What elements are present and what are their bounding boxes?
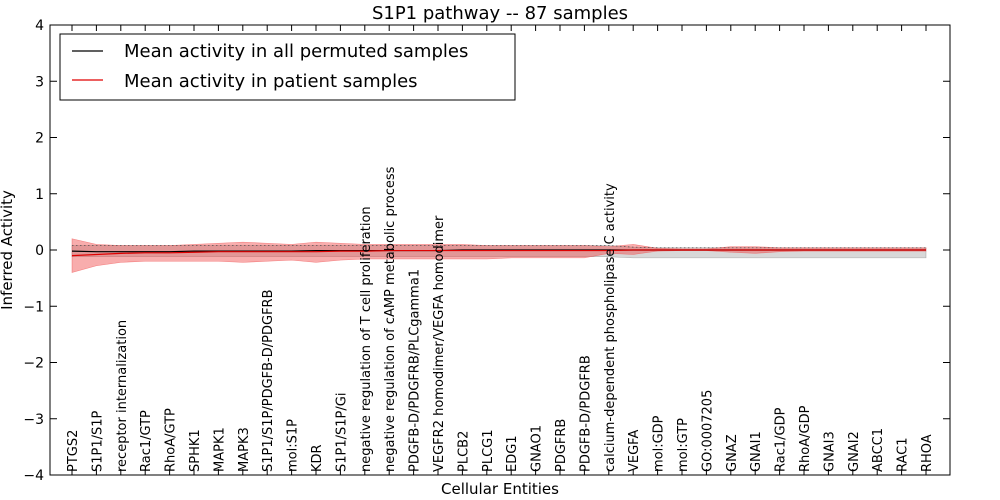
x-tick-label: VEGFA [627,430,642,472]
y-tick-label: −4 [23,468,44,484]
x-tick-label: S1P1/S1P [90,410,105,472]
x-tick-label: negative regulation of cAMP metabolic pr… [383,166,398,472]
x-tick-label: KDR [310,444,325,472]
x-tick-labels: PTGS2 S1P1/S1P receptor internalization Rac… [66,166,935,472]
x-tick-label: GNAO1 [530,425,545,472]
y-tick-label: 0 [35,243,44,259]
y-axis: −4 −3 −2 −1 0 1 2 3 4 [23,18,950,484]
band-patient [71,238,927,273]
y-tick-label: −3 [23,412,44,428]
x-axis [71,25,927,475]
x-tick-label: Rac1/GTP [139,410,154,472]
bands-layer [71,238,927,273]
x-tick-label: PDGFB-D/PDGFRB/PLCgamma1 [408,269,423,472]
legend: Mean activity in all permuted samples Me… [59,33,516,101]
x-tick-label: SPHK1 [188,429,203,472]
legend-box [59,33,516,101]
x-axis-label: Cellular Entities [441,480,559,498]
x-tick-label: GNAI2 [847,431,862,472]
x-tick-label: RhoA/GDP [798,405,813,472]
legend-label-permuted: Mean activity in all permuted samples [124,41,468,62]
legend-label-patient: Mean activity in patient samples [124,71,418,92]
lines-layer [71,245,926,257]
y-axis-label: Inferred Activity [0,190,16,310]
x-tick-label: GO:0007205 [700,390,715,472]
x-tick-label: GNAI1 [749,431,764,472]
x-tick-label: EDG1 [505,435,520,472]
y-tick-label: 4 [35,18,44,34]
x-tick-label: GNAI3 [822,431,837,472]
y-tick-label: 2 [35,131,44,147]
x-tick-label: negative regulation of T cell proliferat… [359,206,374,472]
x-tick-label: PLCG1 [481,429,496,472]
y-tick-label: 1 [35,187,44,203]
y-tick-label: −2 [23,356,44,372]
x-tick-label: mol:GTP [676,418,691,472]
x-tick-label: Rac1/GDP [774,407,789,472]
y-tick-label: −1 [23,299,44,315]
x-tick-label: VEGFR2 homodimer/VEGFA homodimer [432,215,447,472]
x-tick-label: PDGFRB [554,419,569,472]
x-tick-label: S1P1/S1P/Gi [334,393,349,472]
x-tick-label: ABCC1 [871,428,886,472]
x-tick-label: mol:GDP [652,415,667,472]
x-tick-label: PTGS2 [66,430,81,472]
x-tick-label: mol:S1P [286,419,301,472]
x-tick-label: calcium-dependent phospholipase C activi… [603,183,618,472]
x-tick-label: receptor internalization [115,320,130,472]
chart-title: S1P1 pathway -- 87 samples [372,3,628,24]
x-tick-label: RHOA [920,434,935,472]
x-tick-label: PDGFB-D/PDGFRB [578,355,593,472]
x-tick-label: PLCB2 [456,431,471,472]
y-tick-label: 3 [35,74,44,90]
x-tick-label: GNAZ [725,434,740,472]
x-tick-label: RhoA/GTP [164,408,179,472]
x-tick-label: S1P1/S1P/PDGFB-D/PDGFRB [261,289,276,472]
series-line-patient [71,249,926,257]
x-tick-label: MAPK3 [237,427,252,472]
x-tick-label: MAPK1 [212,427,227,472]
x-tick-label: RAC1 [896,437,911,472]
